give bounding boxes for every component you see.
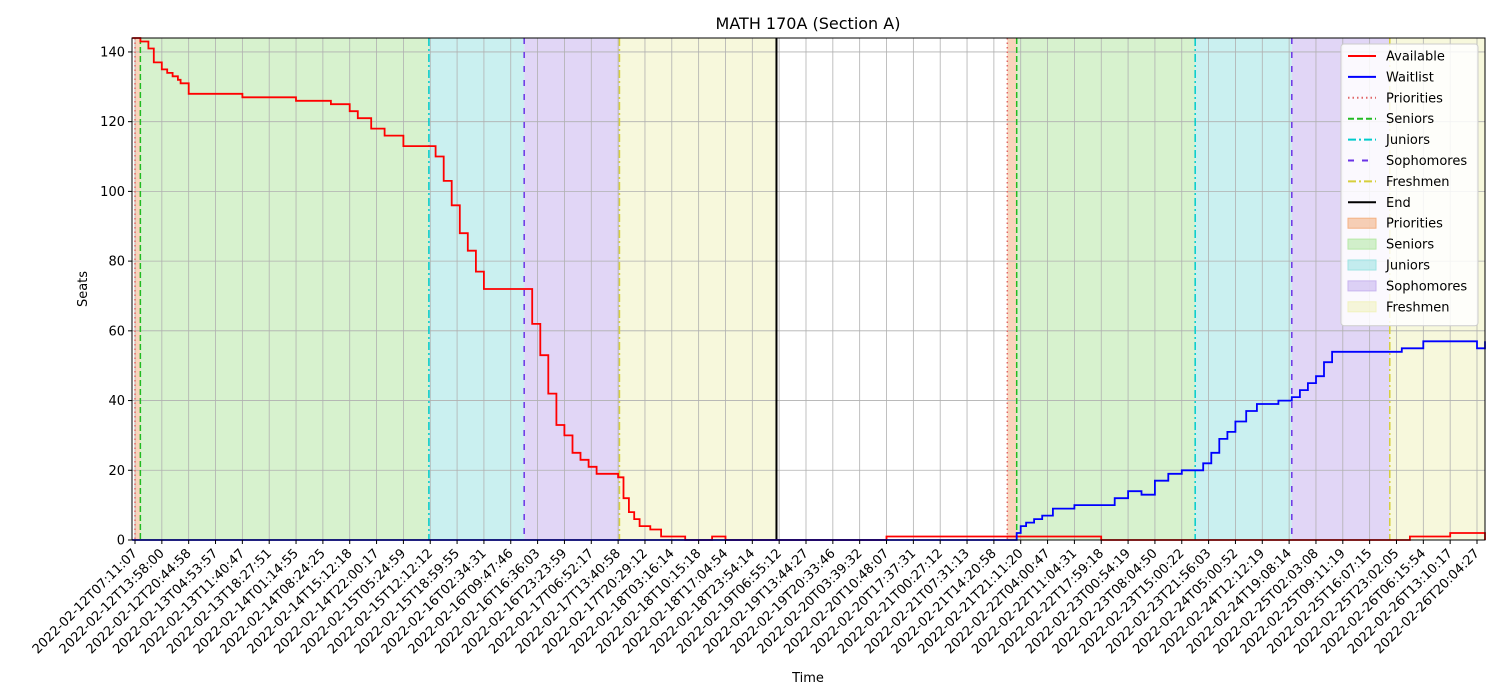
legend-label-priorities: Priorities (1386, 91, 1443, 106)
x-axis-label: Time (791, 671, 824, 686)
legend-label-sophomores: Sophomores (1386, 154, 1467, 169)
legend-label-freshmen: Freshmen (1386, 175, 1450, 190)
y-tick-label: 40 (108, 394, 125, 409)
legend-label-waitlist: Waitlist (1386, 70, 1434, 85)
y-tick-label: 0 (117, 534, 125, 549)
legend-patch-sophomores (1347, 280, 1377, 292)
legend-label-sophomores: Sophomores (1386, 279, 1467, 294)
legend-patch-priorities (1347, 217, 1377, 229)
phase-background-bands (135, 38, 1485, 540)
x-axis: 2022-02-12T07:11:072022-02-12T13:58:0020… (30, 540, 1483, 657)
phase-band-sophomores (524, 38, 620, 540)
y-tick-label: 140 (100, 45, 125, 60)
y-tick-label: 20 (108, 464, 125, 479)
y-tick-label: 60 (108, 324, 125, 339)
y-axis: 0 20 40 60 80 100 120 140 (100, 45, 132, 549)
series-lines (132, 37, 1486, 541)
plot-area-frame (131, 37, 1486, 541)
y-tick-label: 120 (100, 115, 125, 130)
legend-patch-seniors (1347, 238, 1377, 250)
legend-label-seniors: Seniors (1386, 112, 1434, 127)
y-axis-label: Seats (76, 271, 91, 307)
legend-label-end: End (1386, 196, 1411, 211)
legend-box (1340, 43, 1479, 327)
series-line-waitlist (132, 340, 1486, 541)
phase-band-seniors (140, 38, 429, 540)
phase-band-priorities (135, 38, 141, 540)
legend-patch-juniors (1347, 259, 1377, 271)
legend-label-available: Available (1386, 50, 1445, 65)
phase-band-juniors (1195, 38, 1292, 540)
phase-band-seniors (1016, 38, 1196, 540)
legend-label-priorities: Priorities (1386, 217, 1443, 232)
legend-label-freshmen: Freshmen (1386, 300, 1450, 315)
y-tick-label: 80 (108, 255, 125, 270)
phase-band-freshmen (619, 38, 777, 540)
legend-patch-freshmen (1347, 301, 1377, 313)
y-tick-label: 100 (100, 185, 125, 200)
phase-band-priorities (1007, 38, 1017, 540)
chart-title: MATH 170A (Section A) (716, 14, 901, 33)
legend: Available Waitlist Priorities Seniors Junior… (1340, 43, 1479, 327)
legend-label-juniors: Juniors (1385, 259, 1430, 274)
legend-label-seniors: Seniors (1386, 238, 1434, 253)
legend-label-juniors: Juniors (1385, 133, 1430, 148)
series-line-available (132, 37, 1486, 541)
